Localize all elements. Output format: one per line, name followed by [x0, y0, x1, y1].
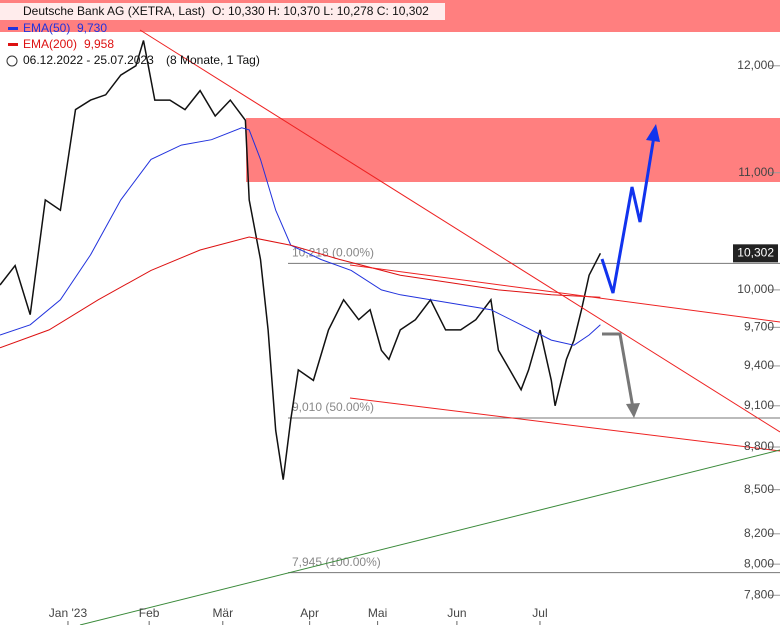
x-tick-label: Mai: [368, 606, 387, 620]
ohlc: O: 10,330 H: 10,370 L: 10,278 C: 10,302: [212, 4, 429, 18]
title: Deutsche Bank AG (XETRA, Last): [23, 4, 205, 18]
legend-label: EMA(200): [23, 37, 77, 51]
level-label: 7,945 (100.00%): [292, 555, 381, 569]
y-tick-label: 8,000: [744, 556, 774, 570]
level-label: 9,010 (50.00%): [292, 400, 374, 414]
price-line: [0, 40, 602, 480]
y-tick-label: 9,700: [744, 319, 774, 333]
legend-swatch: [8, 27, 18, 30]
y-tick-label: 9,400: [744, 358, 774, 372]
x-tick-label: Mär: [212, 606, 233, 620]
legend-value: 9,730: [77, 21, 107, 35]
legend-value: 9,958: [84, 37, 114, 51]
y-tick-label: 11,000: [738, 165, 774, 179]
x-tick-label: Feb: [139, 606, 160, 620]
y-tick-label: 12,000: [737, 58, 774, 72]
x-tick-label: Jul: [532, 606, 547, 620]
zone: [246, 118, 780, 182]
y-tick-label: 8,500: [744, 482, 774, 496]
duration: (8 Monate, 1 Tag): [166, 53, 260, 67]
legend-label: EMA(50): [23, 21, 70, 35]
projection-arrow: [602, 332, 635, 409]
trend-line: [349, 397, 780, 452]
x-tick-label: Jan '23: [49, 606, 88, 620]
y-tick-label: 8,200: [744, 526, 774, 540]
level-label: 10,218 (0.00%): [292, 246, 374, 260]
date-range: 06.12.2022 - 25.07.2023: [23, 53, 154, 67]
price-tag-label: 10,302: [737, 245, 774, 259]
legend-swatch: [8, 43, 18, 46]
header-bg: [0, 3, 445, 20]
trend-line: [139, 29, 780, 433]
y-tick-label: 10,000: [737, 282, 774, 296]
y-tick-label: 9,100: [744, 398, 774, 412]
arrow-head: [626, 403, 640, 418]
x-tick-label: Apr: [300, 606, 319, 620]
clock-icon: [6, 55, 18, 67]
y-tick-label: 8,800: [744, 439, 774, 453]
arrow-head: [646, 124, 660, 142]
trend-line: [79, 449, 780, 625]
trend-line: [349, 264, 780, 323]
projection-arrow: [600, 129, 657, 294]
y-tick-label: 7,800: [744, 587, 774, 601]
x-tick-label: Jun: [447, 606, 466, 620]
price-tag: [733, 244, 778, 263]
ema-line: [0, 236, 601, 349]
